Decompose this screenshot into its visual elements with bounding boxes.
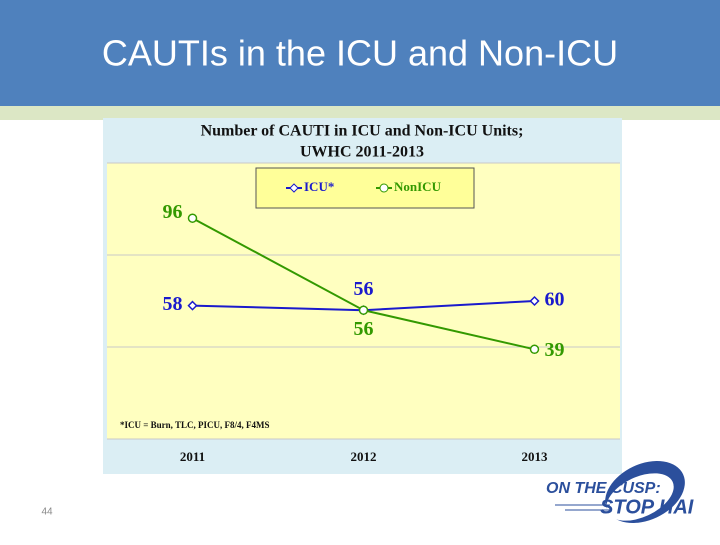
x-tick-label: 2011: [180, 449, 205, 464]
logo: ON THE CUSP: STOP HAI: [546, 461, 694, 523]
data-label: 56: [354, 278, 374, 300]
logo-text: STOP HAI: [600, 496, 694, 518]
slide-title: CAUTIs in the ICU and Non-ICU: [102, 33, 618, 74]
data-label: 39: [545, 339, 565, 361]
point: [187, 300, 198, 311]
chart-note: *ICU = Burn, TLC, PICU, F8/4, F4MS: [120, 420, 269, 430]
chart-subtitle: UWHC 2011-2013: [300, 144, 424, 161]
x-tick-label: 2013: [522, 449, 549, 464]
data-label: 96: [163, 201, 183, 223]
legend-label: ICU*: [304, 179, 334, 194]
title-bar: [0, 0, 720, 106]
chart-title: Number of CAUTI in ICU and Non-ICU Units…: [201, 123, 524, 140]
legend-marker: [289, 183, 299, 193]
logo-text: ON THE CUSP:: [546, 480, 661, 497]
logo-swoosh-inner: [606, 473, 674, 521]
data-label: 56: [354, 318, 374, 340]
legend: ICU* NonICU: [255, 167, 475, 209]
data-label: 58: [163, 293, 183, 315]
data-label: 60: [545, 289, 565, 311]
point: [529, 295, 540, 307]
point: [529, 344, 540, 355]
legend-marker: [379, 183, 389, 193]
legend-label: NonICU: [394, 179, 442, 194]
page-number: 44: [41, 507, 53, 518]
x-tick-label: 2012: [351, 449, 377, 464]
title-shadow: [0, 106, 720, 120]
point: [187, 213, 198, 223]
point: [358, 305, 369, 315]
